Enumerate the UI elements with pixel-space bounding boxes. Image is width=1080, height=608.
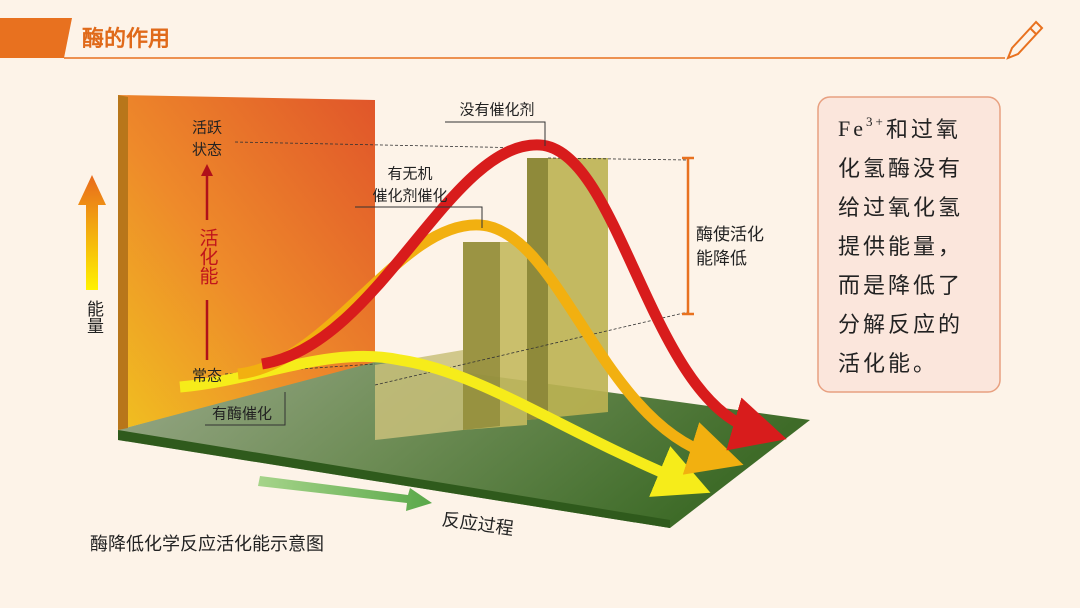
ae-arrowhead xyxy=(201,164,213,176)
note-text: 和过氧 xyxy=(886,118,961,143)
active-state: 活跃 xyxy=(192,119,222,137)
note-line: 提供能量， xyxy=(838,235,963,260)
label-none: 没有催化剂 xyxy=(459,101,534,119)
note-line: 给过氧化氢 xyxy=(838,196,963,221)
step-mid-side xyxy=(463,242,500,430)
note-box xyxy=(817,96,1001,393)
pencil-icon xyxy=(1006,20,1044,60)
floor-edge xyxy=(118,430,670,528)
note-sup: 3+ xyxy=(866,114,886,129)
y-arrow xyxy=(78,175,106,290)
header-tab xyxy=(0,18,72,58)
note-line: Fe3+和过氧 xyxy=(838,114,961,143)
step-high-side xyxy=(527,158,548,420)
label-inorganic: 有无机 xyxy=(387,165,432,183)
bracket-label: 酶使活化 xyxy=(696,224,764,245)
bracket-label: 能降低 xyxy=(696,249,747,269)
leader-lines xyxy=(205,121,546,426)
x-arrow xyxy=(258,476,432,511)
label-inorganic: 催化剂催化 xyxy=(372,187,447,205)
caption: 酶降低化学反应活化能示意图 xyxy=(90,534,324,555)
title: 酶的作用 xyxy=(82,26,170,52)
note-text: Fe xyxy=(838,116,866,141)
curve-none xyxy=(261,139,787,451)
note-line: 化氢酶没有 xyxy=(838,157,963,182)
active-state: 状态 xyxy=(192,141,222,159)
label-enzyme: 有酶催化 xyxy=(212,405,272,423)
bracket xyxy=(682,156,694,316)
note-line: 分解反应的 xyxy=(838,313,963,338)
normal-state: 常态 xyxy=(192,367,222,385)
x-axis-label: 反应过程 xyxy=(441,509,515,540)
y-axis-label: 能量 xyxy=(83,300,104,334)
activation-energy: 活化能 xyxy=(197,228,219,285)
note-line: 活化能。 xyxy=(838,352,938,377)
wall-edge xyxy=(118,95,128,430)
note-line: 而是降低了 xyxy=(838,274,963,299)
